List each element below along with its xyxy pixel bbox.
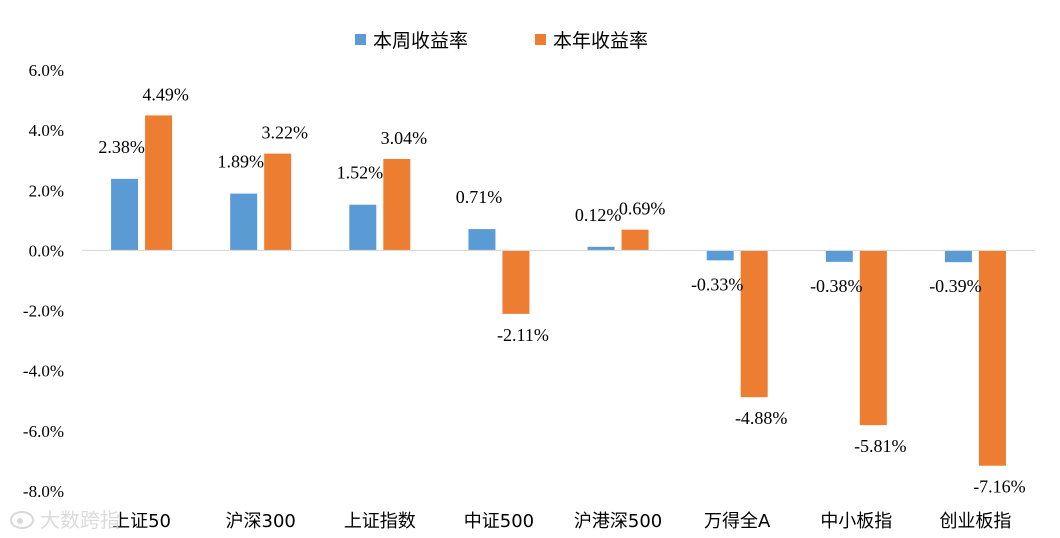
y-tick-label: -4.0% — [23, 362, 64, 381]
bar-ytd-1 — [264, 153, 292, 251]
data-label-ytd-4: 0.69% — [619, 199, 666, 219]
bar-weekly-0 — [111, 178, 139, 251]
data-label-ytd-6: -5.81% — [854, 436, 907, 456]
bar-ytd-7 — [978, 250, 1006, 466]
x-category-label: 上证50 — [112, 511, 171, 532]
bar-ytd-0 — [145, 115, 173, 251]
legend-swatch-weekly — [355, 34, 366, 45]
y-tick-label: 6.0% — [29, 61, 64, 80]
data-label-ytd-2: 3.04% — [381, 128, 428, 148]
data-labels: 2.38% 4.49% 1.89% 3.22% 1.52% 3.04% 0.71% -2.11… — [98, 84, 1025, 496]
data-label-weekly-0: 2.38% — [98, 137, 145, 157]
x-category-label: 中证500 — [464, 511, 534, 532]
bar-weekly-6 — [825, 250, 853, 262]
data-label-ytd-1: 3.22% — [261, 123, 308, 143]
y-tick-label: 0.0% — [29, 241, 64, 260]
x-category-label: 上证指数 — [344, 511, 416, 532]
bar-weekly-3 — [468, 229, 496, 251]
bar-weekly-5 — [706, 250, 734, 261]
data-label-weekly-6: -0.38% — [810, 276, 863, 296]
data-label-weekly-4: 0.12% — [575, 205, 622, 225]
data-label-weekly-3: 0.71% — [456, 187, 503, 207]
x-category-label: 沪深300 — [226, 511, 296, 532]
data-label-weekly-1: 1.89% — [217, 152, 264, 172]
legend-label-weekly: 本周收益率 — [373, 30, 468, 52]
weibo-icon-eye — [17, 518, 23, 524]
bar-weekly-4 — [587, 246, 615, 251]
legend: 本周收益率 本年收益率 — [355, 30, 648, 52]
watermark-text: 大数跨指 — [40, 508, 120, 532]
x-category-label: 沪港深500 — [574, 511, 662, 532]
bar-weekly-1 — [230, 193, 258, 251]
x-axis-categories: 上证50 沪深300 上证指数 中证500 沪港深500 万得全A 中小板指 创业板指 — [112, 511, 1011, 532]
data-label-weekly-2: 1.52% — [337, 163, 384, 183]
bar-ytd-4 — [621, 229, 649, 251]
y-tick-label: -6.0% — [23, 422, 64, 441]
weibo-icon-outline — [10, 511, 34, 529]
data-label-weekly-7: -0.39% — [929, 276, 982, 296]
data-label-weekly-5: -0.33% — [691, 274, 744, 294]
weibo-icon — [10, 511, 34, 529]
bar-weekly-2 — [349, 204, 377, 251]
data-label-ytd-7: -7.16% — [973, 477, 1026, 497]
y-tick-label: 4.0% — [29, 121, 64, 140]
y-tick-label: -8.0% — [23, 482, 64, 501]
bar-ytd-6 — [859, 250, 887, 426]
x-category-label: 创业板指 — [939, 511, 1011, 532]
x-category-label: 万得全A — [704, 511, 771, 532]
legend-label-ytd: 本年收益率 — [553, 30, 648, 52]
y-axis: 6.0% 4.0% 2.0% 0.0% -2.0% -4.0% -6.0% -8.0% — [23, 61, 64, 501]
bar-ytd-2 — [383, 159, 411, 251]
watermark: 大数跨指 — [10, 508, 120, 532]
bar-weekly-7 — [944, 250, 972, 263]
data-label-ytd-5: -4.88% — [735, 408, 788, 428]
y-tick-label: 2.0% — [29, 181, 64, 200]
y-tick-label: -2.0% — [23, 302, 64, 321]
data-label-ytd-0: 4.49% — [142, 84, 189, 104]
legend-swatch-ytd — [535, 34, 546, 45]
bar-ytd-3 — [502, 250, 530, 314]
bar-ytd-5 — [740, 250, 768, 398]
bars — [111, 115, 1006, 466]
x-category-label: 中小板指 — [820, 511, 892, 532]
data-label-ytd-3: -2.11% — [497, 325, 549, 345]
